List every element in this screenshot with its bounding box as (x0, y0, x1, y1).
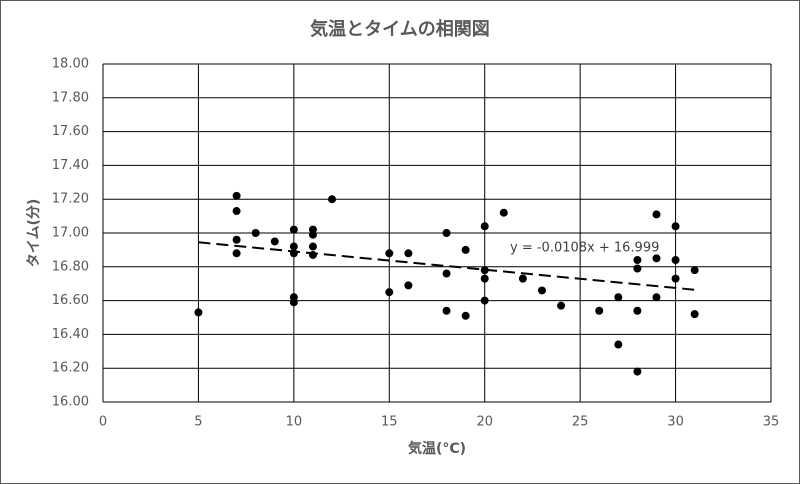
y-tick-label: 18.00 (52, 57, 89, 72)
chart-title: 気温とタイムの相関図 (310, 18, 490, 40)
point (480, 222, 489, 231)
y-tick-label: 16.20 (52, 361, 89, 376)
x-tick-label: 25 (572, 415, 589, 430)
y-tick-label: 17.40 (52, 158, 89, 173)
point (270, 237, 279, 246)
x-tick-label: 10 (286, 415, 303, 430)
point (614, 293, 623, 302)
x-tick-label: 0 (99, 415, 107, 430)
point (385, 249, 394, 258)
trendline-label: y = -0.0108x + 16.999 (510, 241, 659, 256)
point (537, 286, 546, 295)
point (442, 269, 451, 278)
x-tick-label: 15 (381, 415, 398, 430)
point (595, 306, 604, 315)
point (461, 245, 470, 254)
y-tick-label: 17.60 (52, 124, 89, 139)
point (461, 311, 470, 320)
point (289, 298, 298, 307)
point (308, 242, 317, 251)
trendline (198, 241, 695, 291)
x-tick-label: 20 (476, 415, 493, 430)
point (690, 310, 699, 319)
point (633, 367, 642, 376)
point (442, 306, 451, 315)
point (385, 288, 394, 297)
point (499, 208, 508, 217)
point (404, 249, 413, 258)
point (232, 191, 241, 200)
point (557, 301, 566, 310)
point (690, 266, 699, 275)
point (289, 249, 298, 258)
point (251, 229, 260, 237)
point (480, 274, 489, 283)
point (633, 264, 642, 273)
y-tick-label: 16.40 (52, 327, 89, 342)
point (614, 340, 623, 349)
x-tick-label: 5 (194, 415, 202, 430)
y-tick-label: 16.80 (52, 259, 89, 274)
point (652, 293, 661, 302)
point (671, 256, 680, 265)
point (633, 256, 642, 265)
y-axis-title: タイム(分) (26, 199, 42, 268)
point (652, 210, 661, 219)
point (232, 207, 241, 216)
y-tick-label: 16.00 (52, 395, 89, 410)
point (480, 266, 489, 275)
point (404, 281, 413, 290)
point (480, 296, 489, 305)
y-tick-label: 17.80 (52, 90, 89, 105)
point (289, 225, 298, 234)
point (308, 250, 317, 259)
point (518, 274, 527, 283)
y-tick-label: 17.20 (52, 192, 89, 207)
point (232, 235, 241, 244)
point (232, 249, 241, 258)
point (289, 242, 298, 251)
point (633, 306, 642, 315)
y-tick-label: 16.60 (52, 293, 89, 308)
y-tick-label: 17.00 (52, 226, 89, 241)
point (308, 230, 317, 239)
point (671, 274, 680, 283)
point (194, 308, 203, 317)
x-tick-label: 35 (763, 415, 780, 430)
x-axis-title: 気温(°C) (408, 440, 466, 457)
point (652, 254, 661, 263)
point (671, 222, 680, 231)
x-tick-label: 30 (667, 415, 684, 430)
point (442, 229, 451, 237)
point (328, 195, 337, 204)
